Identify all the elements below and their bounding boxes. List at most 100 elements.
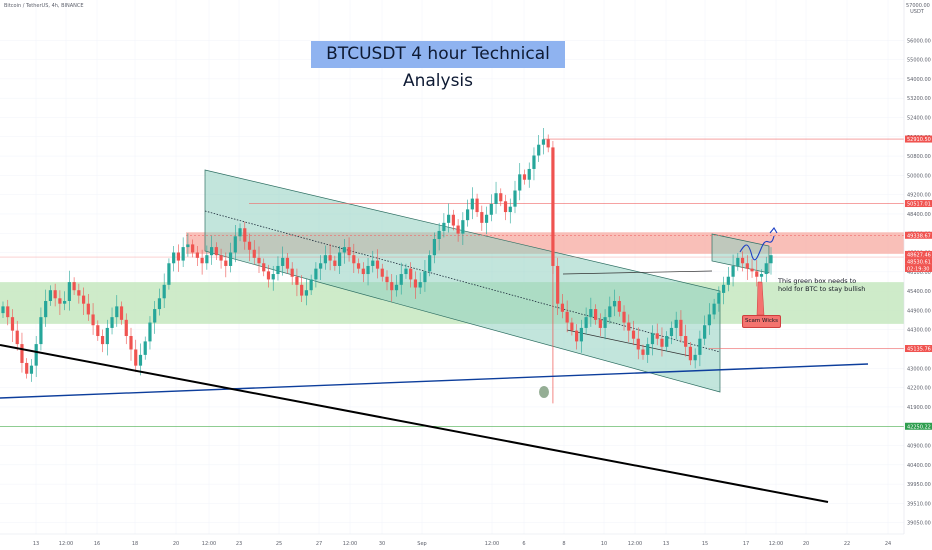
blue-trendline[interactable] <box>0 363 869 399</box>
up-candle <box>162 284 166 299</box>
down-candle <box>53 290 57 299</box>
price-label-bg <box>905 264 932 272</box>
down-candle <box>81 295 86 304</box>
down-candle <box>679 319 683 337</box>
down-candle <box>641 349 645 355</box>
up-candle <box>759 274 764 277</box>
up-candle <box>698 338 702 355</box>
price-tick-label: 50800.00 <box>907 154 931 160</box>
down-candle <box>570 322 574 331</box>
up-candle <box>209 247 214 256</box>
up-candle <box>309 279 313 291</box>
wick-marker-dot <box>539 386 549 398</box>
up-candle <box>532 155 536 169</box>
time-tick-label: 8 <box>562 541 565 547</box>
up-candle <box>703 325 707 339</box>
down-candle <box>266 271 271 280</box>
time-tick-label: 25 <box>276 541 282 547</box>
up-candle <box>494 193 498 204</box>
up-candle <box>63 300 67 304</box>
time-tick-label: 17 <box>743 541 749 547</box>
descending-channel[interactable] <box>204 169 721 393</box>
down-candle <box>413 279 418 288</box>
consolidation-box-top[interactable] <box>562 270 713 275</box>
down-candle <box>660 338 664 347</box>
price-axis-top-value: 57000.00 <box>906 3 930 9</box>
down-candle <box>134 349 138 366</box>
down-candle <box>96 325 100 337</box>
price-tick-label: 39950.00 <box>907 482 931 488</box>
down-candle <box>100 336 105 345</box>
up-candle <box>148 322 152 342</box>
time-tick-label: 13 <box>33 541 39 547</box>
up-candle <box>470 198 474 210</box>
up-candle <box>423 271 427 283</box>
up-candle <box>674 319 678 328</box>
up-candle <box>153 309 157 323</box>
channel-midline[interactable] <box>204 210 721 353</box>
scam-wicks-label[interactable]: Scam Wicks <box>742 315 781 328</box>
up-candle <box>110 317 114 328</box>
up-candle <box>276 265 280 275</box>
up-candle <box>238 228 242 237</box>
wedge-lower-line[interactable] <box>566 329 691 357</box>
price-tick-label: 49200.00 <box>907 193 931 199</box>
time-tick-label: 10 <box>601 541 607 547</box>
price-label-bg <box>905 422 932 430</box>
down-candle <box>560 303 565 312</box>
up-candle <box>143 341 147 355</box>
up-candle <box>138 354 143 366</box>
down-candle <box>10 317 15 331</box>
down-candle <box>627 322 631 331</box>
down-candle <box>347 247 351 256</box>
up-candle <box>721 284 726 293</box>
down-candle <box>617 300 621 312</box>
up-candle <box>319 263 323 269</box>
horizontal-levels <box>0 138 904 427</box>
bull-flag-box[interactable] <box>711 233 770 274</box>
up-candle <box>484 214 489 223</box>
time-tick-label: 15 <box>702 541 708 547</box>
up-candle <box>665 336 669 347</box>
up-candle <box>707 314 711 326</box>
price-label: 52910.50 <box>907 137 931 143</box>
black-trendline[interactable] <box>0 344 829 503</box>
down-candle <box>390 282 394 291</box>
up-candle <box>513 190 517 207</box>
up-candle <box>304 290 309 296</box>
up-candle <box>314 268 318 280</box>
down-candle <box>20 344 24 363</box>
price-unit: USDT <box>910 9 924 15</box>
down-candle <box>290 268 294 277</box>
up-candle <box>764 263 768 275</box>
time-tick-label: 12:00 <box>485 541 499 547</box>
down-candle <box>546 139 550 148</box>
up-candle <box>612 300 617 307</box>
time-tick-label: 20 <box>803 541 809 547</box>
down-candle <box>285 257 290 269</box>
down-candle <box>380 268 384 277</box>
time-tick-label: 12:00 <box>769 541 783 547</box>
up-candle <box>608 306 612 318</box>
price-tick-label: 45400.00 <box>907 289 931 295</box>
up-candle <box>39 317 43 345</box>
down-candle <box>655 333 659 339</box>
down-candle <box>740 257 745 264</box>
up-candle <box>650 333 655 345</box>
chart-title[interactable]: BTCUSDT 4 hour Technical Analysis <box>311 41 565 91</box>
down-candle <box>333 260 337 266</box>
up-candle <box>489 203 493 215</box>
up-candle <box>271 274 275 280</box>
time-tick-label: 12:00 <box>343 541 357 547</box>
price-tick-label: 52400.00 <box>907 115 931 121</box>
price-tick-label: 39510.00 <box>907 501 931 507</box>
up-candle <box>712 303 716 315</box>
down-candle <box>25 362 29 374</box>
up-candle <box>228 252 233 266</box>
price-tick-label: 40900.00 <box>907 444 931 450</box>
down-candle <box>295 276 299 285</box>
price-tick-label: 50000.00 <box>907 173 931 179</box>
green-box-note[interactable]: This green box needs to hold for BTC to … <box>778 277 865 293</box>
price-label-bg <box>905 231 932 239</box>
